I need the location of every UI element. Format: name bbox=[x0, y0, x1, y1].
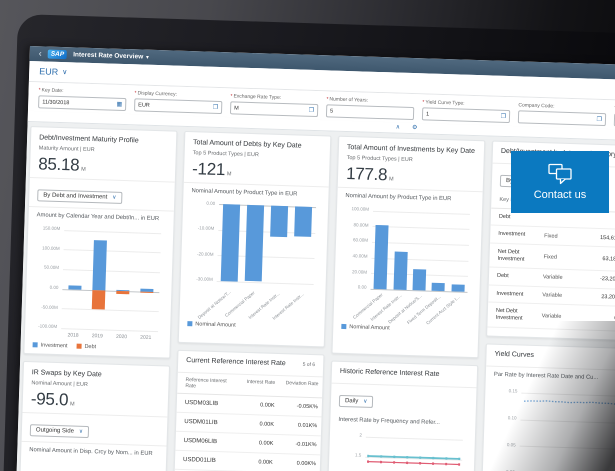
filter-field: *Display Currency: EUR ❐ bbox=[134, 90, 223, 115]
chevron-down-icon: ∨ bbox=[363, 398, 368, 405]
chevron-down-icon: ∨ bbox=[78, 428, 84, 435]
chat-bubbles-icon bbox=[547, 163, 572, 185]
card-ir-swaps[interactable]: IR Swaps by Key Date Nominal Amount | EU… bbox=[17, 360, 171, 471]
filter-value: M bbox=[234, 104, 239, 112]
filter-input[interactable]: 1 ❐ bbox=[421, 107, 511, 124]
filter-value: 1 bbox=[425, 110, 430, 118]
card-header: Debt/Investment Maturity Profile Maturit… bbox=[30, 127, 176, 181]
filter-value: 11/30/2018 bbox=[42, 98, 70, 106]
contact-us-button[interactable]: Contact us bbox=[511, 151, 609, 213]
kpi: -121 M bbox=[191, 158, 321, 181]
filter-field: *Key Date: 11/30/2018 ▦ bbox=[38, 87, 127, 112]
kpi: -95.0 M bbox=[30, 388, 160, 411]
screen: ‹ SAP Interest Rate Overview ▾ EUR ∨ *Ke… bbox=[15, 46, 615, 471]
chevron-down-icon: ∨ bbox=[112, 194, 117, 201]
kpi-value: -95.0 bbox=[30, 388, 69, 410]
card-subtitle: Maturity Amount | EUR bbox=[38, 145, 95, 153]
dropdown-label: Daily bbox=[344, 397, 359, 405]
legend-item: Investment bbox=[32, 342, 68, 349]
kpi-value: 177.8 bbox=[345, 163, 388, 185]
contact-us-label: Contact us bbox=[533, 189, 587, 201]
adapt-filters-icon[interactable]: ⚙ bbox=[411, 125, 418, 132]
value-help-icon[interactable]: ❐ bbox=[308, 107, 315, 114]
card-header: IR Swaps by Key Date Nominal Amount | EU… bbox=[23, 362, 169, 416]
back-icon[interactable]: ‹ bbox=[38, 48, 42, 59]
filter-field: *Number of Years: 5 bbox=[325, 96, 415, 121]
row-count: 5 of 6 bbox=[302, 361, 316, 369]
col-header: Reference Interest Rate bbox=[185, 376, 227, 390]
column-2: Total Amount of Debts by Key Date Top 5 … bbox=[172, 130, 332, 471]
card-title: Current Reference Interest Rate bbox=[186, 357, 286, 368]
calendar-icon[interactable]: ▦ bbox=[116, 101, 123, 108]
debts-bar-chart: 0.00 -10.00M -20.00M -30.00M Deposit at Noti… bbox=[180, 197, 329, 321]
investments-bar-chart: 100.00M 80.00M 60.00M 40.00M 20.00M 0.00 Comme… bbox=[334, 201, 483, 325]
card-investments[interactable]: Total Amount of Investments by Key Date … bbox=[331, 135, 486, 359]
chart-legend: Investment Debt bbox=[24, 338, 169, 359]
variant-selector[interactable]: EUR ∨ bbox=[39, 66, 67, 77]
filter-field: *Exchange Rate Type: M ❐ bbox=[229, 93, 319, 118]
legend-item: Debt bbox=[76, 343, 96, 350]
card-yield-curves[interactable]: Yield Curves Par Rate by Interest Rate D… bbox=[479, 343, 615, 471]
yield-line-chart: 0.150.100.050.00Fri Dec 130 2019 0530 20… bbox=[482, 380, 615, 471]
sap-logo: SAP bbox=[47, 49, 68, 60]
filter-field: Company Code: ❐ bbox=[517, 102, 607, 127]
card-subtitle: Top 5 Product Types | EUR bbox=[192, 149, 259, 158]
card-subtitle: Top 5 Product Types | EUR bbox=[346, 154, 413, 163]
view-dropdown[interactable]: Outgoing Side ∨ bbox=[29, 423, 90, 438]
kpi-unit: M bbox=[388, 176, 394, 183]
kpi-unit: M bbox=[81, 166, 86, 173]
filter-input[interactable]: ❐ bbox=[517, 110, 607, 127]
card-reference-rates[interactable]: Current Reference Interest Rate 5 of 6 R… bbox=[172, 349, 325, 471]
chevron-down-icon: ▾ bbox=[146, 54, 149, 61]
kpi: 177.8 M bbox=[345, 163, 475, 186]
app-title-text: Interest Rate Overview bbox=[73, 51, 144, 61]
reference-rates-rows: USDM03LIB 0.00K -0.05K% USDM01LIB 0.00K 0.01K… bbox=[174, 393, 323, 471]
frequency-dropdown[interactable]: Daily ∨ bbox=[338, 394, 374, 408]
chevron-down-icon: ∨ bbox=[62, 69, 68, 77]
value-help-icon[interactable]: ❐ bbox=[500, 113, 507, 120]
card-header: Total Amount of Debts by Key Date Top 5 … bbox=[184, 132, 330, 186]
variant-label: EUR bbox=[39, 66, 59, 77]
historic-line-chart: 21.510.5 bbox=[328, 425, 475, 471]
kpi: 85.18 M bbox=[38, 154, 167, 176]
card-subtitle: Nominal Amount | EUR bbox=[31, 379, 88, 388]
filter-field: *Yield Curve Type: 1 ❐ bbox=[421, 99, 511, 124]
app-title[interactable]: Interest Rate Overview ▾ bbox=[73, 51, 149, 60]
value-help-icon[interactable]: ❐ bbox=[596, 116, 603, 123]
collapse-header-icon[interactable]: ∧ bbox=[395, 124, 401, 131]
maturity-bar-chart: 150.00M 100.00M 50.00M 0.00 -50.00M -100.00M 2… bbox=[25, 221, 174, 342]
table-row[interactable]: USDD01LIB 0.00K 0.00K% bbox=[174, 450, 321, 471]
column-3: Total Amount of Investments by Key Date … bbox=[325, 135, 486, 471]
dropdown-label: By Debt and Investment bbox=[43, 192, 108, 201]
kpi-value: 85.18 bbox=[38, 154, 80, 175]
card-historic-rates[interactable]: Historic Reference Interest Rate Daily ∨… bbox=[325, 360, 479, 471]
filter-input[interactable]: 5 bbox=[325, 104, 415, 121]
card-header: Total Amount of Investments by Key Date … bbox=[338, 137, 484, 191]
interest-category-rows: Debt Investment Fixed 154,617.21K Net Debt I… bbox=[487, 208, 615, 332]
kpi-unit: M bbox=[69, 401, 75, 408]
filter-value: EUR bbox=[138, 101, 150, 109]
view-dropdown[interactable]: By Debt and Investment ∨ bbox=[37, 189, 123, 204]
col-header: Deviation Rate bbox=[285, 379, 319, 387]
card-title: Historic Reference Interest Rate bbox=[339, 367, 440, 379]
filter-input[interactable]: 11/30/2018 ▦ bbox=[38, 95, 127, 112]
value-help-icon[interactable]: ❐ bbox=[212, 104, 219, 111]
dropdown-label: Outgoing Side bbox=[35, 427, 75, 435]
table-row[interactable]: Net Debt InvestmentVariable0.00K bbox=[487, 302, 615, 332]
card-maturity-profile[interactable]: Debt/Investment Maturity Profile Maturit… bbox=[23, 126, 178, 359]
kpi-unit: M bbox=[226, 170, 232, 178]
card-debts[interactable]: Total Amount of Debts by Key Date Top 5 … bbox=[177, 130, 332, 348]
filter-input[interactable]: M ❐ bbox=[229, 101, 319, 118]
col-header: Interest Rate bbox=[246, 378, 276, 386]
kpi-value: -121 bbox=[191, 158, 226, 179]
filter-value: 5 bbox=[330, 107, 334, 115]
card-title: Yield Curves bbox=[494, 350, 535, 359]
column-1: Debt/Investment Maturity Profile Maturit… bbox=[17, 126, 178, 471]
filter-input[interactable]: EUR ❐ bbox=[134, 98, 223, 115]
